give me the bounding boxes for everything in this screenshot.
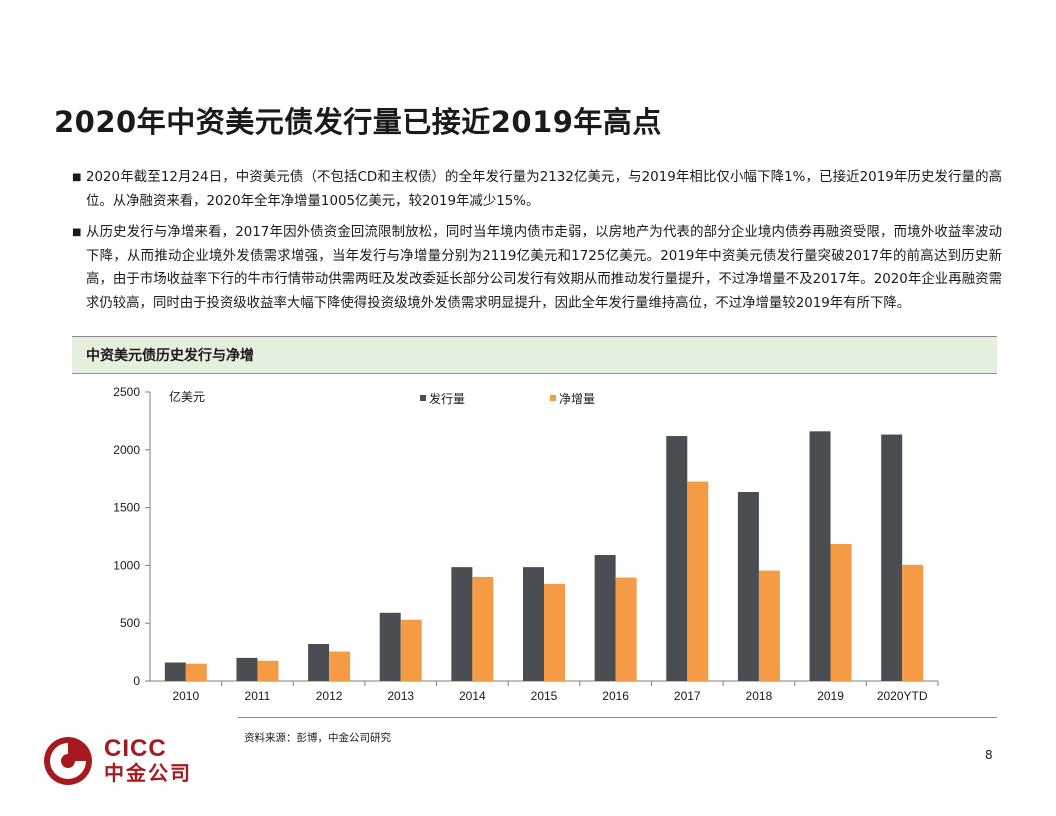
x-tick-label: 2012 xyxy=(316,689,343,703)
bar-net-increase xyxy=(329,651,351,681)
chart-title: 中资美元债历史发行与净增 xyxy=(86,348,254,364)
y-tick-label: 2000 xyxy=(113,443,140,457)
logo-en: CICC xyxy=(104,735,167,762)
bullet-text: 2020年截至12月24日，中资美元债（不包括CD和主权债）的全年发行量为213… xyxy=(86,170,1002,209)
bar-net-increase xyxy=(544,583,565,681)
chart-header: 中资美元债历史发行与净增 xyxy=(72,336,997,374)
logo-text: CICC 中金公司 xyxy=(104,736,192,786)
x-tick-label: 2010 xyxy=(172,689,199,703)
x-tick-label: 2011 xyxy=(245,689,271,703)
bar-issuance xyxy=(594,554,616,681)
bar-net-increase xyxy=(687,481,709,681)
bar-net-increase xyxy=(472,576,494,681)
cicc-logo-icon xyxy=(44,737,92,785)
page-title: 2020年中资美元债发行量已接近2019年高点 xyxy=(54,105,662,139)
bar-issuance xyxy=(881,434,903,681)
bar-net-increase xyxy=(400,619,422,681)
cicc-logo: CICC 中金公司 xyxy=(42,734,202,790)
bullet-text: 从历史发行与净增来看，2017年因外债资金回流限制放松，同时当年境内债市走弱，以… xyxy=(86,225,1002,311)
bar-net-increase xyxy=(185,663,207,681)
bullet-item: ■ 从历史发行与净增来看，2017年因外债资金回流限制放松，同时当年境内债市走弱… xyxy=(72,221,1002,315)
x-tick-label: 2017 xyxy=(674,689,701,703)
x-tick-label: 2018 xyxy=(746,689,773,703)
x-tick-label: 2014 xyxy=(459,689,486,703)
bar-issuance xyxy=(308,644,330,681)
bar-issuance xyxy=(737,491,759,681)
bar-net-increase xyxy=(902,564,924,681)
bullet-square-icon: ■ xyxy=(72,172,82,183)
logo-cn: 中金公司 xyxy=(104,763,192,785)
y-tick-label: 1000 xyxy=(113,558,140,572)
bar-net-increase xyxy=(830,544,852,681)
x-tick-label: 2016 xyxy=(602,689,629,703)
y-axis-unit-label: 亿美元 xyxy=(169,389,205,404)
y-tick-label: 1500 xyxy=(113,501,140,515)
source-note: 资料来源：彭博，中金公司研究 xyxy=(244,732,391,744)
bullet-square-icon: ■ xyxy=(72,227,82,238)
y-tick-label: 500 xyxy=(120,616,140,630)
bar-chart: 0 500 1000 1500 2000 2500 亿美元 2010 2011 2012 2013 2… xyxy=(113,385,939,703)
chart-bottom-rule xyxy=(238,717,997,718)
x-tick-label: 2020YTD xyxy=(877,689,928,703)
bar-issuance xyxy=(809,431,831,681)
bar-issuance xyxy=(164,662,186,681)
y-tick-label: 0 xyxy=(133,674,140,688)
legend-swatch xyxy=(550,395,556,401)
legend-swatch xyxy=(420,395,426,401)
x-tick-label: 2015 xyxy=(531,689,558,703)
legend-label: 发行量 xyxy=(429,391,465,406)
bar-net-increase xyxy=(615,577,637,681)
bar-issuance xyxy=(666,436,688,681)
x-tick-label: 2019 xyxy=(817,689,844,703)
bar-net-increase xyxy=(257,660,279,681)
bar-issuance xyxy=(379,612,401,681)
bullet-list: ■ 2020年截至12月24日，中资美元债（不包括CD和主权债）的全年发行量为2… xyxy=(72,166,1002,323)
page-number: 8 xyxy=(985,748,993,762)
y-tick-label: 2500 xyxy=(113,385,140,399)
bar-net-increase xyxy=(758,570,780,681)
bullet-item: ■ 2020年截至12月24日，中资美元债（不包括CD和主权债）的全年发行量为2… xyxy=(72,166,1002,213)
bar-issuance xyxy=(236,657,258,681)
bar-issuance xyxy=(523,567,544,681)
legend-label: 净增量 xyxy=(559,392,595,406)
bar-issuance xyxy=(451,567,473,681)
x-tick-label: 2013 xyxy=(387,689,414,703)
